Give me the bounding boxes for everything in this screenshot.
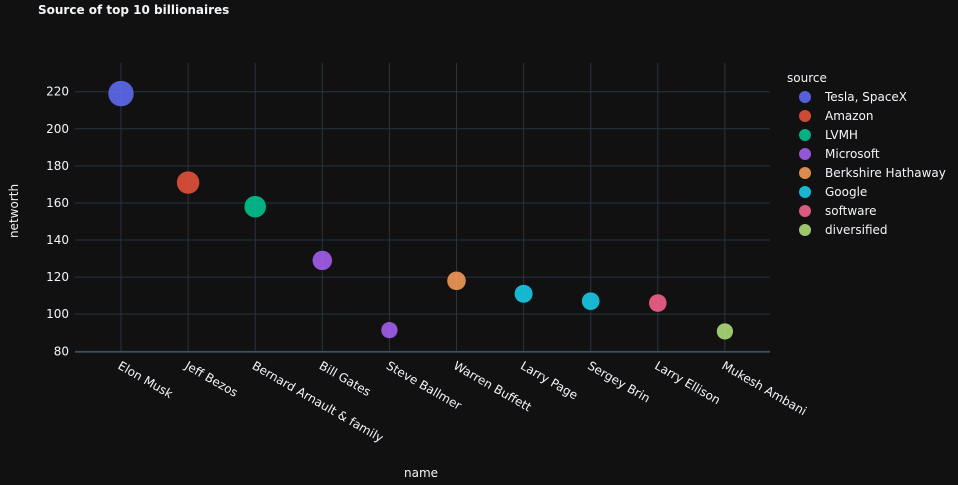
legend-marker xyxy=(799,205,811,217)
y-tick-label: 200 xyxy=(46,122,69,136)
legend-marker xyxy=(799,224,811,236)
legend-marker xyxy=(799,148,811,160)
y-tick-label: 160 xyxy=(46,196,69,210)
y-tick-label: 120 xyxy=(46,270,69,284)
bubble xyxy=(648,293,668,313)
legend-label: software xyxy=(825,204,877,218)
y-tick-label: 220 xyxy=(46,85,69,99)
legend-marker xyxy=(799,129,811,141)
y-tick-label: 80 xyxy=(54,344,69,358)
bubble xyxy=(380,321,399,339)
legend-label: Berkshire Hathaway xyxy=(825,166,946,180)
bubble xyxy=(107,80,135,107)
bubble xyxy=(514,284,534,304)
bubble xyxy=(176,170,200,195)
legend-label: LVMH xyxy=(825,128,858,142)
legend-marker xyxy=(799,110,811,122)
legend-label: Microsoft xyxy=(825,147,880,161)
bubble xyxy=(446,271,467,291)
legend-title: source xyxy=(787,71,827,85)
y-tick-label: 180 xyxy=(46,159,69,173)
legend-marker xyxy=(799,91,811,103)
legend-marker xyxy=(799,167,811,179)
bubble xyxy=(581,291,601,311)
y-axis-title: networth xyxy=(7,184,21,238)
y-tick-label: 100 xyxy=(46,307,69,321)
chart-title: Source of top 10 billionaires xyxy=(38,3,229,17)
x-axis-title: name xyxy=(404,466,438,480)
legend-label: diversified xyxy=(825,223,888,237)
bubble xyxy=(312,250,333,271)
bubble xyxy=(243,195,267,218)
bubble xyxy=(716,322,734,341)
legend-label: Amazon xyxy=(825,109,874,123)
y-tick-label: 140 xyxy=(46,233,69,247)
legend-label: Tesla, SpaceX xyxy=(824,90,907,104)
legend-label: Google xyxy=(825,185,867,199)
legend-marker xyxy=(799,186,811,198)
